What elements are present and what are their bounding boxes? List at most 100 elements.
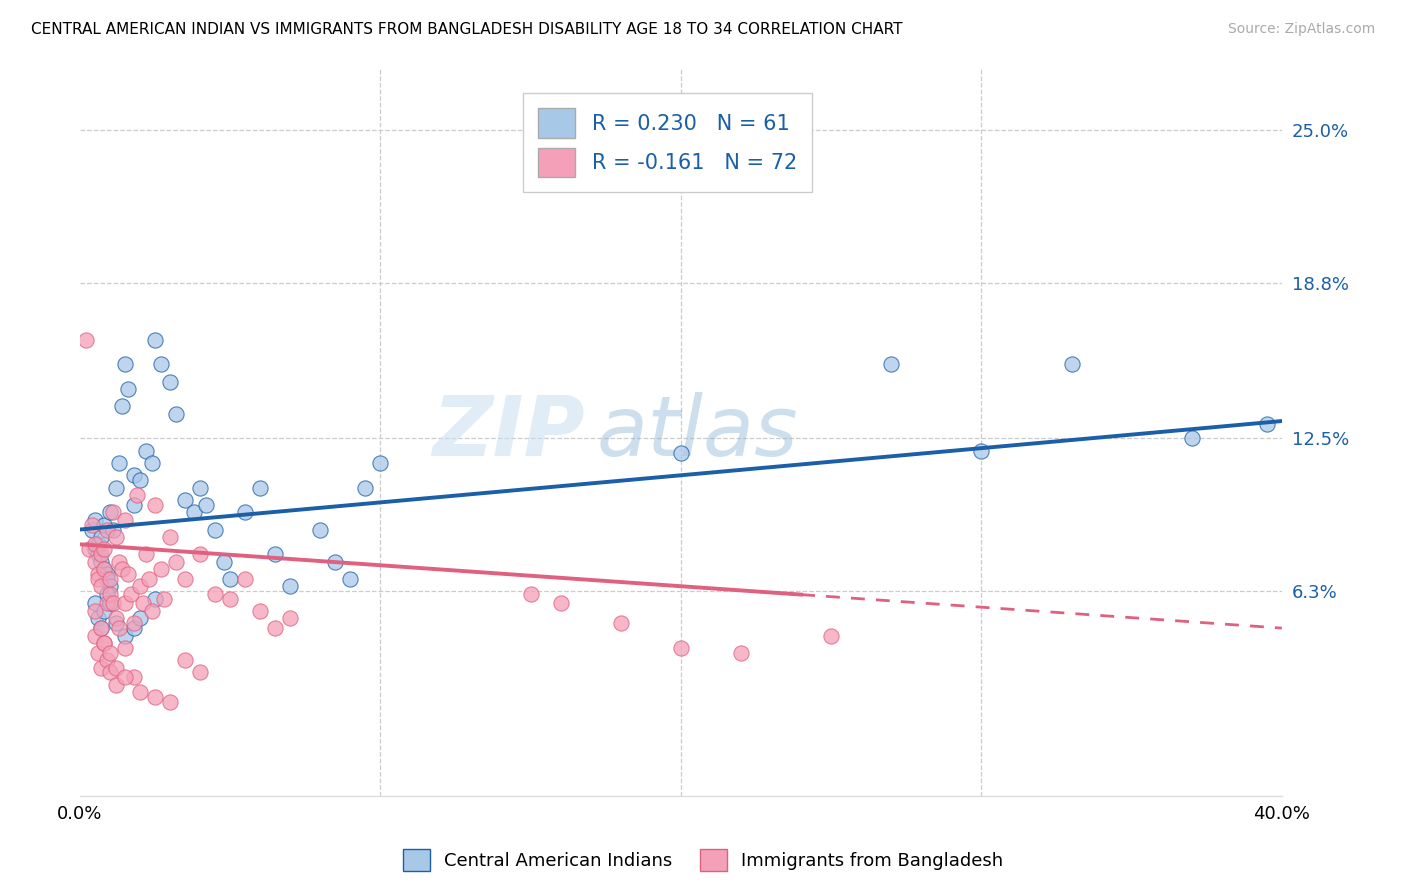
Point xyxy=(87,547,110,561)
Point xyxy=(114,357,136,371)
Point xyxy=(354,481,377,495)
Point xyxy=(150,562,173,576)
Point xyxy=(309,523,332,537)
Point xyxy=(970,443,993,458)
Point xyxy=(135,547,157,561)
Point xyxy=(93,562,115,576)
Point xyxy=(90,530,112,544)
Point xyxy=(730,646,752,660)
Point xyxy=(278,579,301,593)
Point xyxy=(114,597,136,611)
Point xyxy=(141,456,163,470)
Point xyxy=(159,530,181,544)
Point xyxy=(83,542,105,557)
Point xyxy=(264,547,287,561)
Point xyxy=(669,446,692,460)
Point xyxy=(114,628,136,642)
Point xyxy=(669,640,692,655)
Point xyxy=(129,685,152,699)
Point xyxy=(90,579,112,593)
Point xyxy=(108,456,131,470)
Point xyxy=(143,333,166,347)
Point xyxy=(323,555,346,569)
Point xyxy=(122,670,145,684)
Point xyxy=(150,357,173,371)
Point xyxy=(114,640,136,655)
Point xyxy=(188,481,211,495)
Point xyxy=(111,399,134,413)
Point xyxy=(141,604,163,618)
Point xyxy=(233,505,256,519)
Point xyxy=(204,586,226,600)
Point xyxy=(90,547,112,561)
Point xyxy=(820,628,842,642)
Point xyxy=(143,591,166,606)
Point xyxy=(519,586,541,600)
Point xyxy=(83,513,105,527)
Text: ZIP: ZIP xyxy=(432,392,585,473)
Point xyxy=(550,597,572,611)
Point xyxy=(122,616,145,631)
Point xyxy=(98,579,121,593)
Point xyxy=(370,456,392,470)
Point xyxy=(129,473,152,487)
Point xyxy=(83,604,105,618)
Point xyxy=(93,604,115,618)
Point xyxy=(83,555,105,569)
Point xyxy=(138,572,160,586)
Point xyxy=(278,611,301,625)
Point xyxy=(93,517,115,532)
Point xyxy=(101,523,124,537)
Point xyxy=(212,555,235,569)
Point xyxy=(219,572,242,586)
Point xyxy=(96,586,118,600)
Text: Source: ZipAtlas.com: Source: ZipAtlas.com xyxy=(1227,22,1375,37)
Point xyxy=(104,530,127,544)
Point xyxy=(1256,417,1278,431)
Point xyxy=(339,572,361,586)
Text: atlas: atlas xyxy=(596,392,799,473)
Legend: Central American Indians, Immigrants from Bangladesh: Central American Indians, Immigrants fro… xyxy=(395,842,1011,879)
Point xyxy=(108,621,131,635)
Point xyxy=(114,670,136,684)
Point xyxy=(880,357,903,371)
Point xyxy=(90,621,112,635)
Point xyxy=(1181,431,1204,445)
Point xyxy=(98,572,121,586)
Point xyxy=(135,443,157,458)
Point xyxy=(143,690,166,705)
Point xyxy=(264,621,287,635)
Point xyxy=(104,481,127,495)
Point xyxy=(96,566,118,581)
Legend: R = 0.230   N = 61, R = -0.161   N = 72: R = 0.230 N = 61, R = -0.161 N = 72 xyxy=(523,94,811,192)
Point xyxy=(98,505,121,519)
Point xyxy=(90,621,112,635)
Point xyxy=(195,498,218,512)
Point xyxy=(104,611,127,625)
Text: CENTRAL AMERICAN INDIAN VS IMMIGRANTS FROM BANGLADESH DISABILITY AGE 18 TO 34 CO: CENTRAL AMERICAN INDIAN VS IMMIGRANTS FR… xyxy=(31,22,903,37)
Point xyxy=(104,616,127,631)
Point xyxy=(101,597,124,611)
Point xyxy=(101,505,124,519)
Point xyxy=(159,695,181,709)
Point xyxy=(122,468,145,483)
Point xyxy=(153,591,176,606)
Point xyxy=(174,653,197,667)
Point xyxy=(75,333,97,347)
Point xyxy=(96,572,118,586)
Point xyxy=(90,660,112,674)
Point xyxy=(1060,357,1083,371)
Point xyxy=(165,555,187,569)
Point xyxy=(174,492,197,507)
Point xyxy=(93,636,115,650)
Point xyxy=(132,597,155,611)
Point xyxy=(87,646,110,660)
Point xyxy=(83,597,105,611)
Point xyxy=(93,542,115,557)
Point xyxy=(165,407,187,421)
Point xyxy=(188,547,211,561)
Point xyxy=(98,597,121,611)
Point xyxy=(122,621,145,635)
Point xyxy=(129,579,152,593)
Point xyxy=(104,660,127,674)
